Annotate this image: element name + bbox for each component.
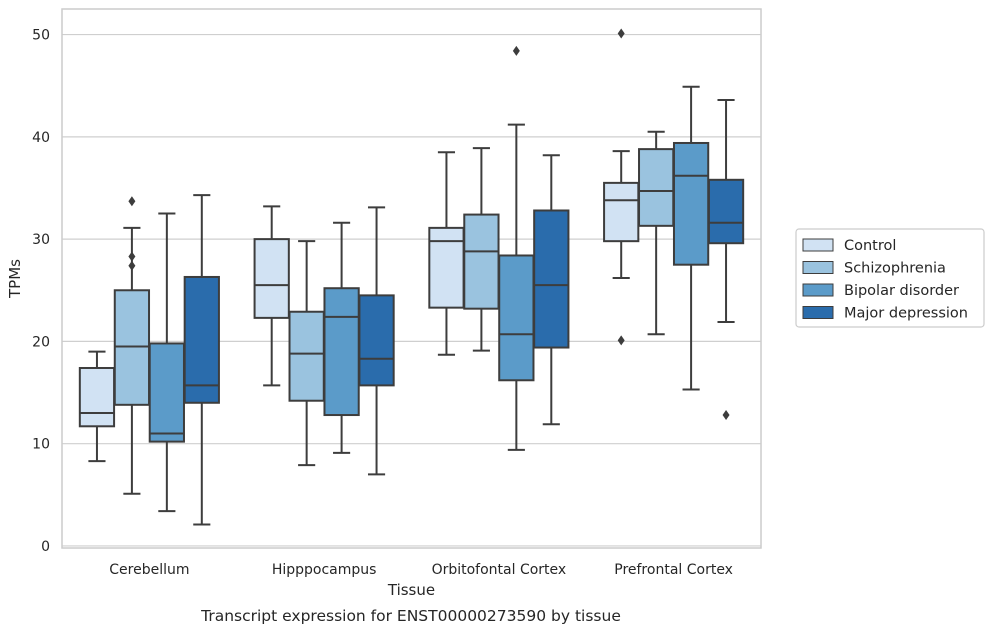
legend-frame (795, 228, 985, 328)
y-tick-label: 40 (32, 130, 50, 146)
x-tick-label: Hipppocampus (272, 562, 377, 578)
legend: Control Schizophrenia Bipolar disorder Majo… (795, 228, 985, 328)
box-iqr (707, 178, 745, 245)
legend-swatch (802, 283, 834, 297)
outlier-marker (512, 45, 520, 56)
legend-label: Schizophrenia (844, 261, 946, 277)
box-prefrontal-cortex (603, 28, 640, 346)
y-tick-label: 10 (32, 437, 50, 453)
box-iqr (603, 181, 640, 243)
legend-label: Bipolar disorder (844, 283, 959, 299)
series-bipolar-disorder (148, 45, 710, 513)
outlier-marker (128, 196, 136, 207)
box-orbitofontal-cortex (533, 154, 570, 426)
series-major-depression (183, 99, 745, 526)
box-iqr (253, 238, 290, 319)
grid-lines (62, 33, 761, 547)
box-hipppocampus (358, 206, 395, 476)
y-tick-label: 30 (32, 232, 50, 248)
box-iqr (78, 366, 116, 428)
outlier-marker (128, 260, 136, 271)
box-iqr (323, 287, 360, 417)
box-iqr (463, 213, 500, 310)
box-series (78, 28, 745, 526)
box-iqr (498, 254, 535, 382)
box-cerebellum (113, 196, 151, 495)
box-iqr (428, 226, 465, 309)
box-hipppocampus (253, 205, 290, 387)
y-axis-ticks: 0 10 20 30 40 50 (32, 28, 50, 555)
box-iqr (638, 148, 675, 227)
box-prefrontal-cortex (672, 85, 710, 391)
outlier-marker (128, 251, 136, 262)
legend-label: Control (844, 238, 896, 254)
box-orbitofontal-cortex (498, 45, 535, 451)
y-tick-label: 50 (32, 28, 50, 44)
box-cerebellum (183, 194, 220, 526)
box-orbitofontal-cortex (428, 151, 465, 356)
y-axis-label: TPMs (6, 259, 24, 299)
outlier-marker (617, 28, 625, 39)
box-iqr (672, 141, 710, 266)
x-axis-ticks: Cerebellum Hipppocampus Orbitofontal Corte… (109, 562, 733, 578)
legend-swatch (802, 238, 834, 252)
box-iqr (148, 342, 185, 443)
x-axis-label: Tissue (387, 581, 435, 599)
legend-swatch (802, 261, 834, 274)
box-iqr (288, 310, 325, 402)
plot-frame (61, 8, 762, 549)
box-prefrontal-cortex (638, 130, 675, 336)
box-orbitofontal-cortex (463, 147, 500, 352)
y-tick-label: 0 (41, 539, 50, 555)
box-iqr (533, 209, 570, 349)
legend-item: Major depression (802, 306, 968, 322)
legend-item: Bipolar disorder (802, 283, 959, 299)
box-iqr (358, 294, 395, 387)
x-tick-label: Orbitofontal Cortex (432, 562, 567, 578)
legend-item: Schizophrenia (802, 261, 946, 277)
box-iqr (113, 289, 151, 406)
outlier-marker (617, 335, 625, 346)
x-tick-label: Cerebellum (109, 562, 189, 578)
outlier-marker (722, 410, 730, 421)
box-hipppocampus (323, 221, 360, 454)
legend-swatch (802, 306, 834, 319)
box-cerebellum (148, 212, 185, 513)
box-cerebellum (78, 350, 116, 463)
legend-label: Major depression (844, 306, 968, 322)
chart-caption: Transcript expression for ENST0000027359… (200, 607, 621, 625)
legend-item: Control (802, 238, 896, 254)
y-tick-label: 20 (32, 334, 50, 350)
series-schizophrenia (113, 130, 675, 495)
box-prefrontal-cortex (707, 99, 745, 421)
box-hipppocampus (288, 240, 325, 467)
x-tick-label: Prefrontal Cortex (614, 562, 733, 578)
box-iqr (183, 275, 220, 404)
series-control (78, 28, 640, 463)
